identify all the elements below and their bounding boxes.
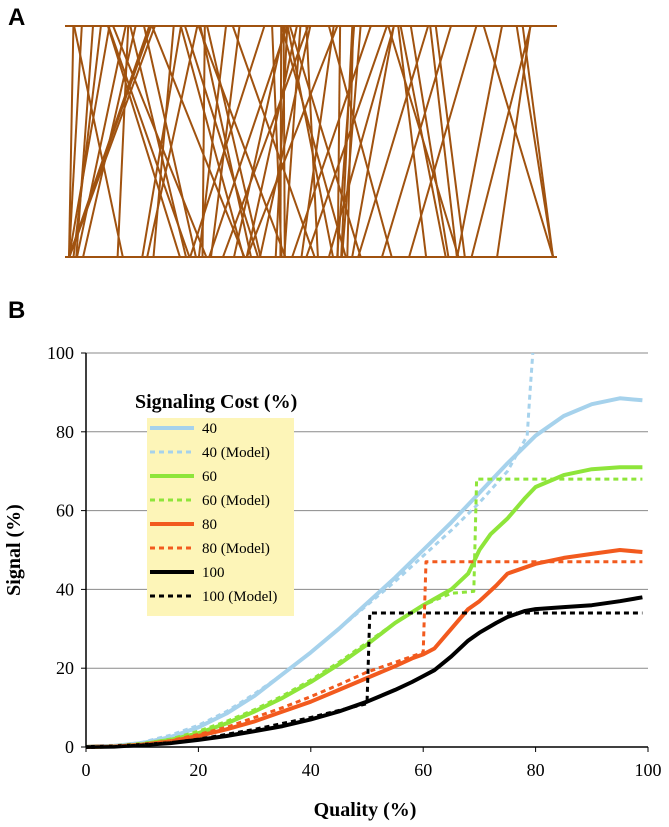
legend-label: 60 (Model) bbox=[202, 493, 270, 509]
fiber-strand bbox=[75, 25, 94, 258]
legend-label: 80 bbox=[202, 517, 217, 533]
fiber-strand bbox=[179, 25, 245, 258]
fiber-strand bbox=[280, 25, 347, 258]
series-line-40 bbox=[85, 396, 643, 749]
y-tick-label: 100 bbox=[47, 343, 74, 363]
fiber-strand bbox=[397, 25, 428, 258]
fiber-strand bbox=[408, 25, 478, 258]
fiber-strand bbox=[245, 25, 298, 258]
fiber-strand bbox=[409, 25, 450, 258]
fiber-strand bbox=[72, 25, 102, 258]
fiber-strand bbox=[129, 25, 187, 258]
legend-label: 100 (Model) bbox=[202, 589, 277, 605]
panel-label-a: A bbox=[8, 4, 26, 31]
fiber-strand bbox=[152, 25, 175, 258]
fiber-strand bbox=[222, 25, 310, 258]
fiber-strand bbox=[327, 25, 393, 258]
fiber-strand bbox=[189, 25, 266, 258]
series-line-80-model- bbox=[85, 560, 643, 749]
fiber-strand bbox=[496, 25, 532, 258]
legend-label: 100 bbox=[202, 565, 225, 581]
fiber-strand bbox=[351, 25, 395, 258]
series-line-100-model- bbox=[85, 611, 643, 749]
fiber-strand bbox=[106, 25, 181, 258]
legend-label: 60 bbox=[202, 469, 217, 485]
fiber-strand bbox=[300, 25, 335, 258]
series-line-60-model- bbox=[85, 477, 643, 749]
series-line-80 bbox=[85, 548, 643, 749]
fiber-strand bbox=[68, 25, 151, 258]
y-tick-label: 40 bbox=[56, 579, 74, 599]
x-tick-label: 40 bbox=[302, 760, 320, 780]
fiber-strand bbox=[456, 25, 503, 258]
fiber-strand bbox=[141, 25, 182, 258]
y-axis-title: Signal (%) bbox=[3, 504, 25, 596]
axis-layer: 0 20 40 60 80 100 0 20 40 60 80 100 bbox=[47, 343, 662, 780]
fiber-strand bbox=[515, 25, 554, 258]
fiber-strand bbox=[381, 25, 452, 258]
fiber-strand bbox=[346, 25, 355, 258]
fiber-strand bbox=[305, 25, 319, 258]
fiber-strand bbox=[283, 25, 302, 258]
legend-label: 80 (Model) bbox=[202, 541, 270, 557]
fiber-strand bbox=[274, 25, 289, 258]
fiber-strand bbox=[184, 25, 259, 258]
fiber-strand bbox=[199, 25, 252, 258]
fiber-strand bbox=[151, 25, 246, 258]
y-tick-label: 0 bbox=[65, 737, 74, 757]
fiber-strand bbox=[146, 25, 199, 258]
x-tick-label: 20 bbox=[189, 760, 207, 780]
y-tick-label: 20 bbox=[56, 658, 74, 678]
fiber-strand bbox=[327, 25, 395, 258]
fiber-strand bbox=[208, 25, 289, 258]
fiber-strand bbox=[434, 25, 466, 258]
x-tick-label: 60 bbox=[414, 760, 432, 780]
fiber-strand bbox=[73, 25, 124, 258]
fiber-strand bbox=[76, 25, 127, 258]
fiber-strand bbox=[197, 25, 287, 258]
fiber-strand bbox=[206, 25, 262, 258]
x-tick-label: 0 bbox=[82, 760, 91, 780]
fiber-strand bbox=[470, 25, 532, 258]
fiber-diagram bbox=[65, 25, 557, 258]
series-line-40-model- bbox=[85, 352, 535, 749]
fiber-strand bbox=[387, 25, 460, 258]
series-layer bbox=[85, 352, 643, 749]
fiber-strand bbox=[68, 25, 111, 258]
fiber-strand bbox=[231, 25, 316, 258]
y-tick-label: 80 bbox=[56, 422, 74, 442]
fiber-strand bbox=[340, 25, 354, 258]
panel-label-b: B bbox=[8, 297, 26, 324]
x-tick-label: 80 bbox=[527, 760, 545, 780]
legend-title: Signaling Cost (%) bbox=[135, 391, 297, 413]
fiber-strand bbox=[291, 25, 372, 258]
x-tick-label: 100 bbox=[635, 760, 662, 780]
fiber-strand bbox=[68, 25, 75, 258]
fiber-strand bbox=[286, 25, 334, 258]
fiber-strand bbox=[143, 25, 197, 258]
legend-label: 40 bbox=[202, 421, 217, 437]
legend-label: 40 (Model) bbox=[202, 445, 270, 461]
fiber-strand bbox=[68, 25, 83, 258]
fiber-strand bbox=[112, 25, 208, 258]
y-tick-label: 60 bbox=[56, 501, 74, 521]
legend: Signaling Cost (%) 40 40 (Model) 60 60 (Mod… bbox=[135, 391, 297, 616]
x-axis-title: Quality (%) bbox=[314, 799, 417, 821]
